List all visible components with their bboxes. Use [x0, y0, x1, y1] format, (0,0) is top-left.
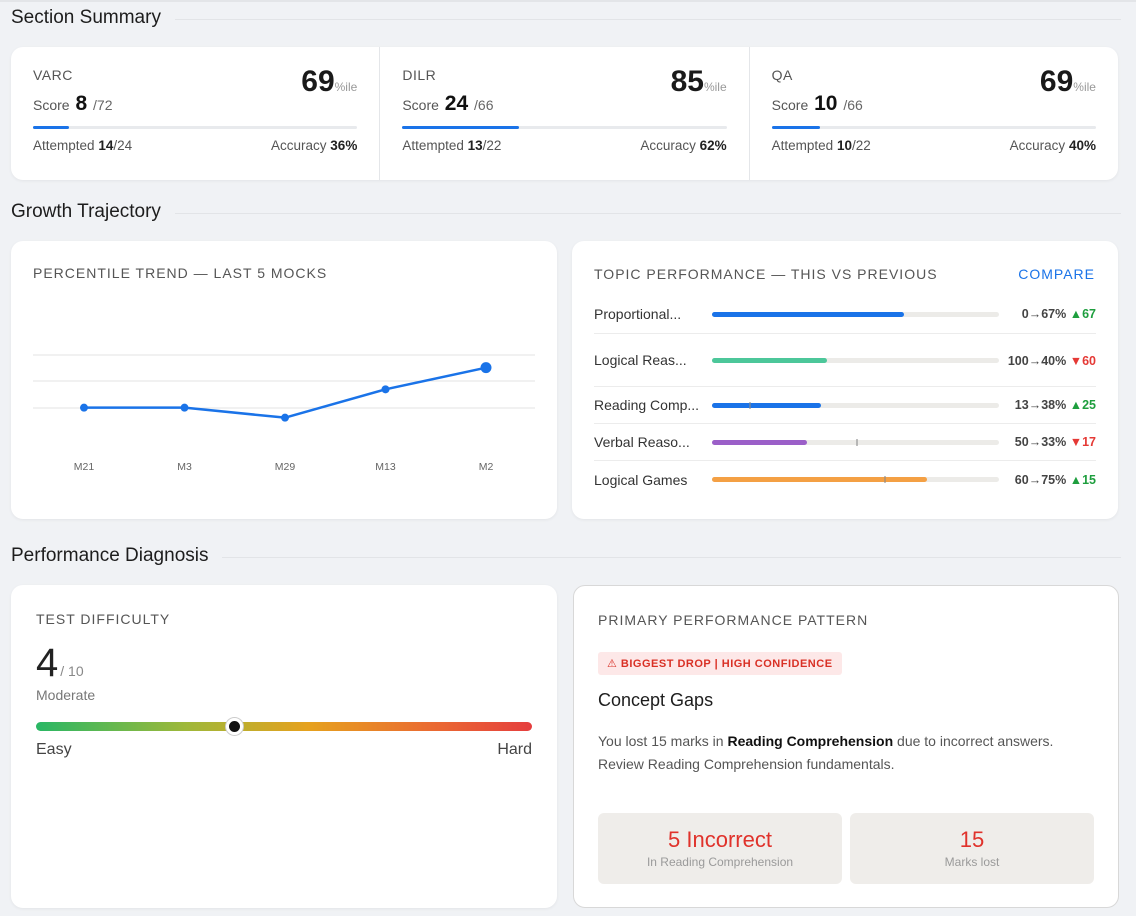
confidence-badge: ⚠ BIGGEST DROP | HIGH CONFIDENCE	[598, 652, 842, 675]
section-progress-bar	[33, 126, 358, 129]
section-score: Score 10 /66	[771, 92, 863, 115]
topic-row[interactable]: Verbal Reaso... 50→33% ▼17	[594, 424, 1096, 461]
topic-bar-fill	[712, 477, 928, 482]
performance-diagnosis-header: Performance Diagnosis	[11, 545, 1121, 567]
x-tick-label: M21	[74, 461, 95, 473]
section-dilr[interactable]: DILR 85%ile Score 24 /66 Attempted 13/22…	[379, 47, 748, 180]
trend-line	[84, 366, 487, 419]
trend-point[interactable]	[80, 403, 88, 412]
topic-change: 60→75% ▲15	[1014, 472, 1096, 487]
compare-button[interactable]: COMPARE	[1018, 266, 1095, 282]
topic-bar	[712, 357, 999, 363]
incorrect-stat: 5 Incorrect In Reading Comprehension	[598, 813, 842, 884]
section-progress-bar	[771, 126, 1096, 129]
topic-bar-fill	[712, 402, 822, 408]
topic-row[interactable]: Logical Reas... 100→40% ▼60	[594, 334, 1096, 387]
section-summary-header: Section Summary	[11, 7, 1121, 29]
divider	[222, 556, 1121, 558]
growth-trajectory-title: Growth Trajectory	[11, 201, 161, 222]
topic-bar	[712, 438, 999, 446]
difficulty-title: TEST DIFFICULTY	[36, 611, 171, 627]
section-varc[interactable]: VARC 69%ile Score 8 /72 Attempted 14/24 …	[11, 47, 379, 180]
previous-marker	[855, 438, 858, 446]
x-tick-label: M2	[479, 461, 494, 473]
trend-point[interactable]	[281, 413, 289, 422]
section-stats: Attempted 13/22 Accuracy 62%	[402, 138, 727, 153]
performance-diagnosis-title: Performance Diagnosis	[11, 545, 209, 566]
topic-bar-fill	[712, 439, 807, 445]
divider	[174, 212, 1121, 214]
difficulty-level: Moderate	[36, 687, 96, 703]
section-stats: Attempted 10/22 Accuracy 40%	[771, 138, 1096, 153]
topic-change: 0→67% ▲67	[1021, 307, 1096, 321]
pattern-title: PRIMARY PERFORMANCE PATTERN	[598, 612, 869, 628]
trend-title: PERCENTILE TREND — LAST 5 MOCKS	[33, 265, 328, 281]
x-tick-label: M3	[177, 461, 192, 473]
topic-bar	[712, 401, 999, 409]
difficulty-marker	[226, 718, 244, 735]
marks-lost-stat: 15 Marks lost	[850, 813, 1094, 884]
x-tick-label: M29	[275, 461, 296, 473]
section-score: Score 24 /66	[402, 92, 494, 115]
difficulty-scale	[36, 718, 532, 735]
trend-point[interactable]	[381, 385, 390, 394]
topic-name: Logical Reas...	[594, 352, 687, 368]
topic-row[interactable]: Logical Games 60→75% ▲15	[594, 461, 1096, 498]
topic-performance-card: TOPIC PERFORMANCE — THIS VS PREVIOUS COM…	[572, 241, 1118, 519]
percentile-trend-card: PERCENTILE TREND — LAST 5 MOCKS M21 M3 M29…	[11, 241, 557, 519]
topic-list: Proportional... 0→67% ▲67 Logical Reas... 1…	[594, 295, 1096, 498]
section-percentile: 69%ile	[301, 65, 358, 98]
section-percentile: 85%ile	[670, 65, 727, 98]
section-score: Score 8 /72	[33, 92, 113, 115]
topic-name: Proportional...	[594, 306, 682, 322]
section-qa[interactable]: QA 69%ile Score 10 /66 Attempted 10/22 A…	[748, 47, 1118, 180]
section-percentile: 69%ile	[1039, 65, 1096, 98]
pattern-heading: Concept Gaps	[598, 690, 714, 710]
trend-point[interactable]	[180, 403, 189, 412]
section-name: VARC	[33, 67, 73, 83]
topic-bar	[712, 311, 999, 317]
topic-name: Logical Games	[594, 471, 688, 488]
section-name: DILR	[402, 67, 437, 83]
x-tick-label: M13	[375, 461, 396, 473]
topic-name: Reading Comp...	[594, 397, 700, 413]
section-stats: Attempted 14/24 Accuracy 36%	[33, 138, 358, 153]
topic-change: 50→33% ▼17	[1014, 435, 1096, 449]
percentile-trend-chart: M21 M3 M29 M13 M2	[33, 354, 535, 473]
trend-point[interactable]	[480, 362, 492, 374]
hard-label: Hard	[497, 741, 532, 758]
section-progress-bar	[402, 126, 727, 129]
section-summary-title: Section Summary	[11, 7, 161, 28]
topic-change: 100→40% ▼60	[1007, 354, 1096, 368]
easy-label: Easy	[36, 741, 72, 758]
section-summary-card: VARC 69%ile Score 8 /72 Attempted 14/24 …	[11, 47, 1118, 180]
section-name: QA	[771, 67, 793, 83]
topic-bar-fill	[712, 357, 827, 363]
difficulty-value: 4/ 10	[36, 641, 84, 685]
topic-row[interactable]: Proportional... 0→67% ▲67	[594, 295, 1096, 334]
test-difficulty-card: TEST DIFFICULTY 4/ 10 Moderate Easy Hard	[11, 585, 557, 908]
topic-change: 13→38% ▲25	[1014, 398, 1096, 412]
topic-bar-fill	[712, 311, 905, 317]
previous-marker	[884, 476, 887, 483]
top-border	[0, 0, 1136, 2]
topic-row[interactable]: Reading Comp... 13→38% ▲25	[594, 387, 1096, 424]
topic-title: TOPIC PERFORMANCE — THIS VS PREVIOUS	[594, 266, 938, 282]
pattern-description: You lost 15 marks in Reading Comprehensi…	[598, 733, 1054, 772]
previous-marker	[749, 401, 752, 409]
performance-pattern-card: PRIMARY PERFORMANCE PATTERN ⚠ BIGGEST DR…	[573, 585, 1119, 908]
topic-bar	[712, 476, 999, 483]
divider	[174, 18, 1121, 20]
topic-name: Verbal Reaso...	[594, 434, 690, 450]
growth-trajectory-header: Growth Trajectory	[11, 201, 1121, 223]
